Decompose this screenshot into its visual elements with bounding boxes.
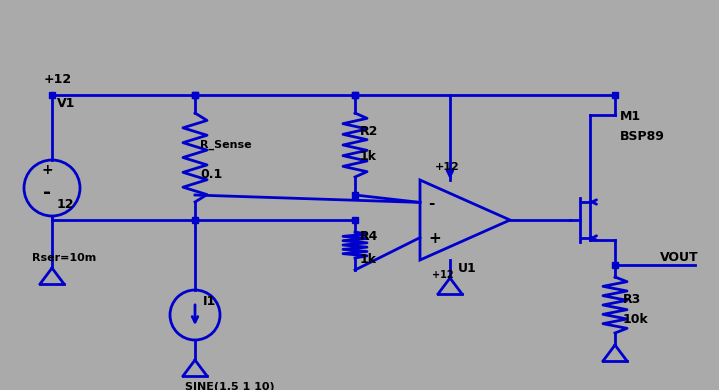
- Text: 12: 12: [57, 198, 75, 211]
- Text: VOUT: VOUT: [660, 251, 699, 264]
- Text: Rser=10m: Rser=10m: [32, 253, 96, 263]
- Text: 1k: 1k: [360, 150, 377, 163]
- Text: -: -: [428, 196, 434, 211]
- Text: 0.1: 0.1: [200, 168, 222, 181]
- Text: SINE(1.5 1 10): SINE(1.5 1 10): [185, 382, 275, 390]
- Text: V1: V1: [57, 97, 75, 110]
- Text: 1k: 1k: [360, 253, 377, 266]
- Text: -: -: [43, 184, 51, 202]
- Text: R_Sense: R_Sense: [200, 140, 252, 150]
- Text: 10k: 10k: [623, 313, 649, 326]
- Text: R2: R2: [360, 125, 378, 138]
- Text: R3: R3: [623, 293, 641, 306]
- Text: M1: M1: [620, 110, 641, 123]
- Text: +12: +12: [432, 270, 454, 280]
- Text: R4: R4: [360, 230, 378, 243]
- Text: BSP89: BSP89: [620, 130, 665, 143]
- Text: I1: I1: [203, 295, 216, 308]
- Text: +12: +12: [44, 73, 72, 86]
- Text: +: +: [41, 163, 52, 177]
- Text: +12: +12: [435, 162, 459, 172]
- Text: +: +: [428, 231, 441, 246]
- Text: U1: U1: [458, 262, 477, 275]
